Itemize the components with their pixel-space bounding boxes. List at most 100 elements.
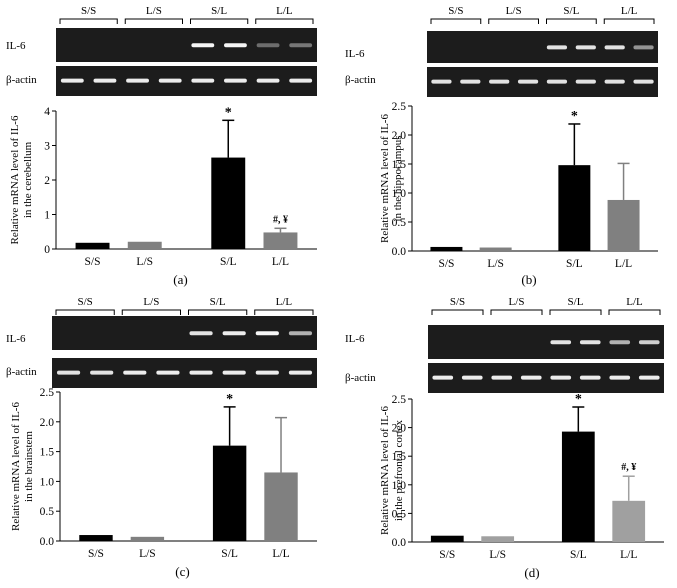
x-tick-label: L/L bbox=[272, 548, 289, 560]
y-tick-label: 2.0 bbox=[392, 423, 407, 435]
bar bbox=[430, 535, 464, 542]
y-tick-label: 2.5 bbox=[392, 101, 407, 113]
gel-label-actin: β-actin bbox=[345, 372, 376, 384]
bar bbox=[607, 199, 640, 251]
y-tick-label: 0.0 bbox=[40, 536, 55, 548]
gel-band-il6 bbox=[191, 43, 215, 48]
x-tick-label: S/S bbox=[88, 548, 104, 560]
group-bracket bbox=[603, 18, 655, 24]
group-bracket bbox=[190, 18, 249, 24]
gel-label-il6: IL-6 bbox=[345, 48, 365, 60]
group-label: L/S bbox=[143, 296, 159, 308]
panel-b: IL-6 β-actin S/S L/S S/L L/L 0.0 0.5 1.0 1.5 2.0 2.… bbox=[339, 0, 677, 292]
gel-label-actin: β-actin bbox=[6, 74, 37, 86]
gel-label-il6: IL-6 bbox=[345, 333, 365, 345]
group-label: S/S bbox=[448, 5, 463, 17]
x-tick-label: S/L bbox=[570, 549, 587, 561]
group-bracket bbox=[124, 18, 183, 24]
gel-band-actin bbox=[156, 370, 180, 375]
group-label: L/L bbox=[276, 5, 293, 17]
gel-band-il6 bbox=[288, 331, 313, 336]
y-axis-label: Relative mRNA level of IL-6 bbox=[379, 114, 391, 243]
gel-band-actin bbox=[638, 375, 660, 380]
group-bracket bbox=[430, 18, 482, 24]
y-tick-label: 3 bbox=[44, 141, 50, 153]
gel-band-actin bbox=[222, 370, 246, 375]
gel-band-il6 bbox=[579, 340, 601, 345]
y-tick-label: 1.5 bbox=[40, 447, 55, 459]
group-bracket bbox=[549, 309, 602, 315]
x-tick-label: S/S bbox=[439, 549, 455, 561]
y-axis-label: in the cerebellum bbox=[22, 141, 34, 218]
gel-band-actin bbox=[56, 370, 81, 375]
group-label: S/L bbox=[568, 296, 584, 308]
panel-a: IL-6 β-actin S/S L/S S/L L/L 0 1 2 3 4 Relative mRN… bbox=[0, 0, 338, 292]
group-bracket bbox=[255, 18, 314, 24]
gel-band-il6 bbox=[289, 43, 313, 48]
group-label: L/L bbox=[276, 296, 293, 308]
x-tick-label: S/L bbox=[221, 548, 238, 560]
y-tick-label: 0.0 bbox=[392, 537, 407, 549]
y-tick-label: 2.0 bbox=[40, 417, 55, 429]
gel-band-actin bbox=[461, 375, 483, 380]
gel-band-actin bbox=[575, 79, 596, 84]
gel-label-il6: IL-6 bbox=[6, 333, 26, 345]
y-tick-label: 4 bbox=[44, 106, 50, 118]
panel-caption: (a) bbox=[173, 272, 187, 287]
gel-band-actin bbox=[633, 79, 654, 84]
group-label: L/S bbox=[509, 296, 525, 308]
bar bbox=[127, 241, 162, 249]
bar-annotation: * bbox=[225, 105, 232, 120]
y-tick-label: 2.5 bbox=[40, 387, 55, 399]
gel-band-actin bbox=[432, 375, 454, 380]
y-axis-label: in the brainstem bbox=[23, 431, 35, 502]
gel-band-il6 bbox=[609, 340, 631, 345]
y-axis-label: in the hippocampus bbox=[392, 135, 404, 221]
y-tick-label: 1.5 bbox=[392, 159, 407, 171]
x-tick-label: L/S bbox=[136, 256, 153, 268]
y-tick-label: 1 bbox=[44, 210, 50, 222]
y-tick-label: 1.5 bbox=[392, 451, 407, 463]
y-tick-label: 0.0 bbox=[392, 246, 407, 258]
gel-band-actin bbox=[550, 375, 572, 380]
panel-caption: (d) bbox=[524, 565, 539, 580]
gel-band-il6 bbox=[255, 331, 279, 336]
gel-band-il6 bbox=[575, 45, 596, 50]
x-tick-label: S/L bbox=[220, 256, 237, 268]
y-axis-label: in the prefrontal cortex bbox=[393, 419, 405, 521]
bar bbox=[430, 246, 463, 251]
gel-label-actin: β-actin bbox=[6, 366, 37, 378]
gel-band-actin bbox=[189, 370, 213, 375]
gel-band-il6 bbox=[189, 331, 213, 336]
x-tick-label: S/L bbox=[566, 258, 583, 270]
gel-band-actin bbox=[489, 79, 510, 84]
x-tick-label: L/L bbox=[272, 256, 289, 268]
panel-d: IL-6 β-actin S/S L/S S/L L/L 0.0 0.5 1.0 1.5 2.0 2.… bbox=[339, 292, 677, 583]
gel-band-actin bbox=[123, 370, 147, 375]
gel-band-actin bbox=[491, 375, 513, 380]
x-tick-label: L/S bbox=[139, 548, 156, 560]
group-label: L/S bbox=[506, 5, 522, 17]
chart-cerebellum: IL-6 β-actin S/S L/S S/L L/L 0 1 2 3 4 Relative mRN… bbox=[6, 5, 317, 287]
x-tick-label: L/S bbox=[489, 549, 506, 561]
gel-label-il6: IL-6 bbox=[6, 40, 26, 52]
group-label: L/L bbox=[621, 5, 638, 17]
bar bbox=[481, 536, 515, 542]
y-axis-label: Relative mRNA level of IL-6 bbox=[10, 402, 22, 531]
group-label: S/S bbox=[81, 5, 96, 17]
chart-brainstem: IL-6 β-actin S/S L/S S/L L/L 0.0 0.5 1.0 1.5 2.0 2.… bbox=[6, 296, 317, 579]
group-bracket bbox=[121, 309, 181, 315]
group-label: L/S bbox=[146, 5, 162, 17]
gel-band-il6 bbox=[550, 340, 572, 345]
y-tick-label: 1.0 bbox=[392, 480, 407, 492]
chart-prefrontal-cortex: IL-6 β-actin S/S L/S S/L L/L 0.0 0.5 1.0 1.5 2.0 2.… bbox=[345, 296, 664, 580]
bar bbox=[212, 445, 247, 541]
bar bbox=[130, 536, 165, 541]
gel-band-actin bbox=[255, 370, 279, 375]
group-bracket bbox=[188, 309, 248, 315]
gel-label-actin: β-actin bbox=[345, 74, 376, 86]
gel-band-actin bbox=[609, 375, 631, 380]
gel-band-actin bbox=[604, 79, 625, 84]
group-label: S/S bbox=[450, 296, 465, 308]
y-tick-label: 1.0 bbox=[392, 188, 407, 200]
